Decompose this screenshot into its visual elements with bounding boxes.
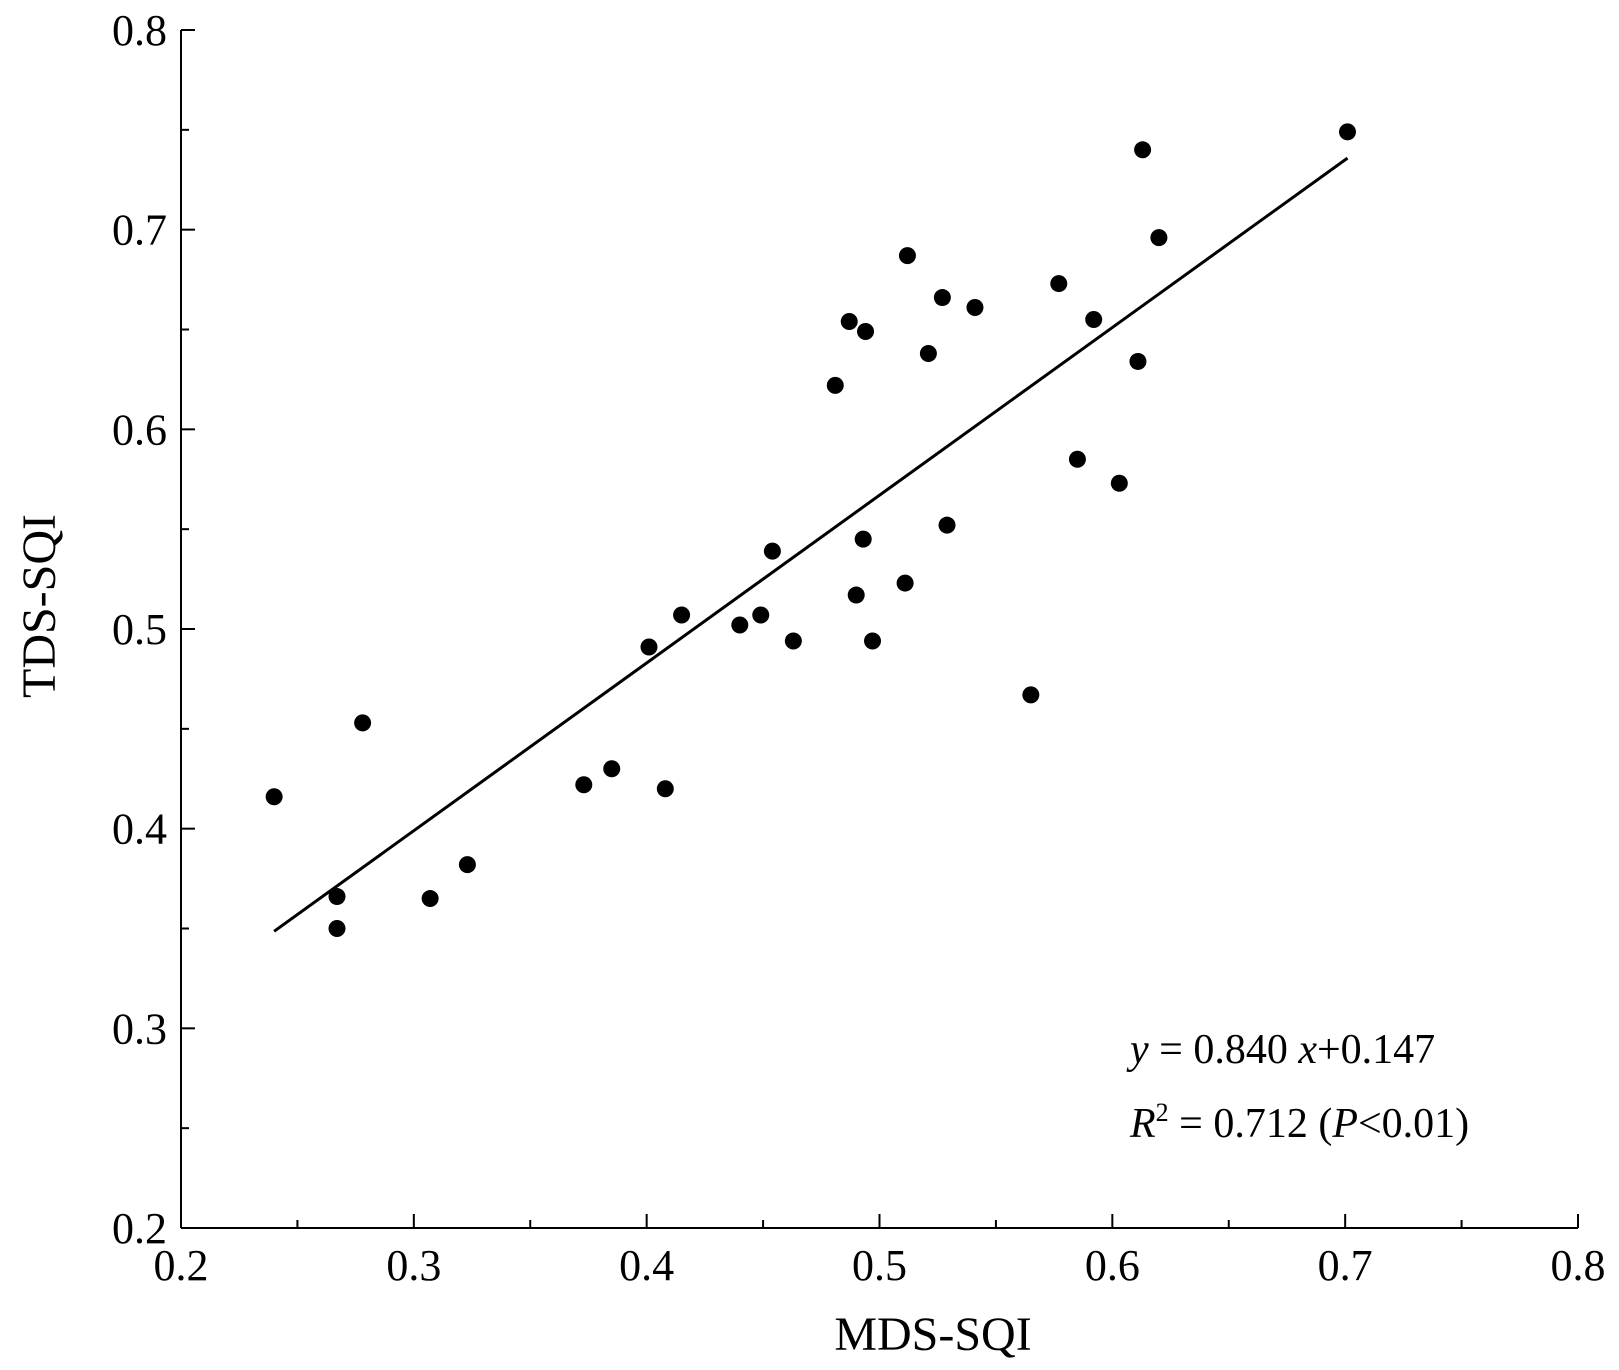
data-point: [1022, 686, 1040, 704]
data-point: [847, 586, 865, 604]
data-point: [1110, 474, 1128, 492]
data-point: [784, 632, 802, 650]
data-point: [840, 313, 858, 331]
x-axis-label: MDS-SQI: [834, 1308, 1031, 1361]
equation-middle: = 0.840: [1149, 1027, 1299, 1073]
p-symbol: P: [1331, 1101, 1358, 1147]
data-points: [265, 123, 1356, 937]
y-tick-labels: 0.2 0.3 0.4 0.5 0.6 0.7 0.8: [112, 6, 167, 1253]
data-point: [575, 776, 593, 794]
data-point: [938, 516, 956, 534]
data-point: [854, 530, 872, 548]
x-tick-label: 0.4: [619, 1241, 674, 1290]
data-point: [640, 638, 658, 656]
data-point: [919, 344, 937, 362]
data-point: [896, 574, 914, 592]
data-point: [1338, 123, 1356, 141]
data-point: [354, 714, 372, 732]
x-tick-labels: 0.2 0.3 0.4 0.5 0.6 0.7 0.8: [154, 1241, 1606, 1290]
data-point: [265, 788, 283, 806]
data-point: [1085, 311, 1103, 329]
regression-line-group: [273, 156, 1349, 933]
data-point: [1129, 352, 1147, 370]
y-tick-label: 0.5: [112, 605, 167, 654]
data-point: [731, 616, 749, 634]
p-value: <0.01): [1358, 1101, 1469, 1147]
data-point: [458, 856, 476, 874]
data-point: [857, 322, 875, 340]
data-point: [328, 920, 346, 937]
data-point: [603, 760, 621, 778]
data-point: [1150, 229, 1168, 247]
y-tick-label: 0.2: [112, 1204, 167, 1253]
y-tick-label: 0.8: [112, 6, 167, 55]
equation-x-symbol: x: [1297, 1027, 1317, 1073]
regression-line: [273, 156, 1349, 933]
data-point: [752, 606, 770, 624]
data-point: [328, 888, 346, 906]
data-point: [763, 542, 781, 560]
data-point: [966, 299, 984, 317]
data-point: [1134, 141, 1152, 159]
regression-equation: y = 0.840 x+0.147: [1126, 1027, 1435, 1073]
data-point: [933, 289, 951, 307]
x-tick-label: 0.5: [852, 1241, 907, 1290]
r-squared-annotation: R2 = 0.712 (P<0.01): [1129, 1098, 1469, 1147]
y-tick-label: 0.4: [112, 805, 167, 854]
data-point: [864, 632, 882, 650]
data-point: [1050, 275, 1068, 293]
x-tick-label: 0.8: [1551, 1241, 1606, 1290]
data-point: [673, 606, 691, 624]
data-point: [898, 247, 916, 265]
x-tick-label: 0.7: [1318, 1241, 1373, 1290]
data-point: [656, 780, 674, 798]
y-tick-label: 0.3: [112, 1004, 167, 1053]
x-tick-label: 0.3: [386, 1241, 441, 1290]
r-symbol: R: [1129, 1101, 1156, 1147]
data-point: [826, 376, 844, 394]
data-point: [1068, 450, 1086, 468]
data-point: [421, 890, 439, 908]
equation-intercept: +0.147: [1317, 1027, 1435, 1073]
x-tick-label: 0.6: [1085, 1241, 1140, 1290]
y-axis-label: TDS-SQI: [13, 514, 66, 698]
equation-y-symbol: y: [1126, 1027, 1149, 1073]
r-squared-superscript: 2: [1156, 1098, 1169, 1127]
y-tick-label: 0.7: [112, 206, 167, 255]
tick-marks: [180, 29, 1579, 1229]
y-tick-label: 0.6: [112, 405, 167, 454]
x-tick-label: 0.2: [154, 1241, 209, 1290]
r-squared-value: = 0.712 (: [1169, 1101, 1333, 1147]
